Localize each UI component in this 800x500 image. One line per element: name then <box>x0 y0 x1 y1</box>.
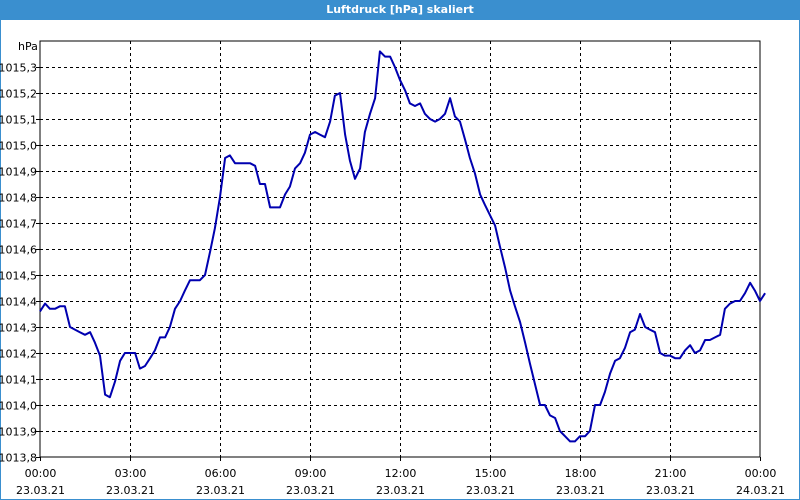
y-tick-label: 1014,0 <box>0 400 37 413</box>
y-tick-label: 1014,1 <box>0 374 37 387</box>
x-tick-labels: 00:00 23.03.21 03:00 23.03.21 06:00 23.03.21 0… <box>16 467 785 497</box>
pressure-series-line <box>39 50 766 443</box>
x-tick-time: 03:00 <box>115 467 147 480</box>
y-tick-labels: 1013,8 1013,9 1014,0 1014,1 1014,2 1014,3 1014… <box>0 62 37 465</box>
x-tick-date: 23.03.21 <box>556 484 605 497</box>
y-tick-label: 1014,9 <box>0 166 37 179</box>
y-tick-label: 1015,0 <box>0 140 37 153</box>
y-tick-label: 1015,1 <box>0 114 37 127</box>
y-tick-label: 1014,4 <box>0 296 37 309</box>
y-tick-label: 1014,8 <box>0 192 37 205</box>
y-tick-label: 1015,2 <box>0 88 37 101</box>
y-tick-label: 1014,6 <box>0 244 37 257</box>
x-tick-time: 00:00 <box>25 467 57 480</box>
x-tick-date: 23.03.21 <box>466 484 515 497</box>
x-tick-date: 23.03.21 <box>286 484 335 497</box>
y-tick-label: 1014,2 <box>0 348 37 361</box>
x-tick-time: 00:00 <box>745 467 777 480</box>
x-tick-time: 15:00 <box>475 467 507 480</box>
x-tick-date: 24.03.21 <box>736 484 785 497</box>
y-axis-label: hPa <box>18 40 38 53</box>
y-tick-label: 1013,9 <box>0 426 37 439</box>
x-tick-date: 23.03.21 <box>376 484 425 497</box>
y-tick-label: 1014,7 <box>0 218 37 231</box>
window-title: Luftdruck [hPa] skaliert <box>0 0 800 20</box>
x-tick-date: 23.03.21 <box>196 484 245 497</box>
y-tick-label: 1014,5 <box>0 270 37 283</box>
grid <box>36 41 761 461</box>
y-tick-label: 1015,3 <box>0 62 37 75</box>
x-tick-time: 09:00 <box>295 467 327 480</box>
plot-area-border <box>39 40 761 458</box>
x-tick-time: 12:00 <box>385 467 417 480</box>
x-tick-time: 18:00 <box>565 467 597 480</box>
x-tick-date: 23.03.21 <box>646 484 695 497</box>
x-tick-time: 21:00 <box>655 467 687 480</box>
y-tick-label: 1013,8 <box>0 452 37 465</box>
y-tick-label: 1014,3 <box>0 322 37 335</box>
x-tick-time: 06:00 <box>205 467 237 480</box>
x-tick-date: 23.03.21 <box>16 484 65 497</box>
x-tick-date: 23.03.21 <box>106 484 155 497</box>
